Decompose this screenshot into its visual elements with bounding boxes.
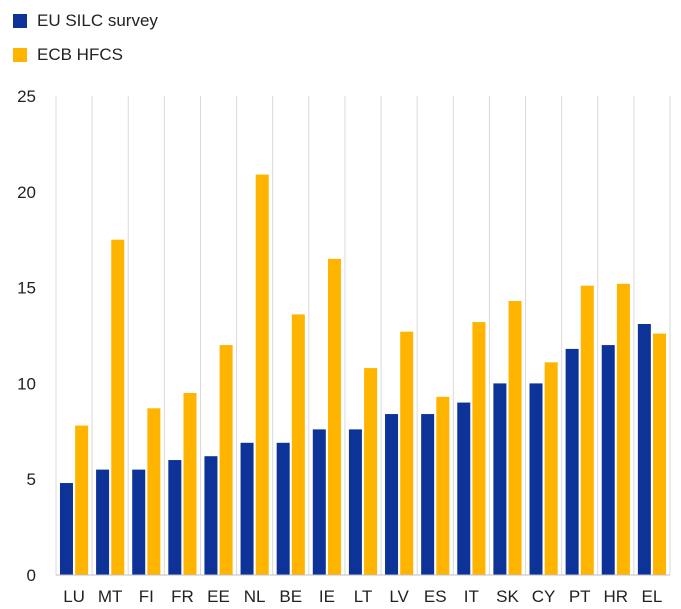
bar <box>111 239 125 575</box>
x-tick-label: MT <box>98 587 123 606</box>
bar <box>276 442 290 575</box>
bar <box>421 414 435 575</box>
bar <box>653 333 667 575</box>
y-tick-label: 25 <box>17 87 36 106</box>
bar <box>240 442 254 575</box>
bar <box>291 314 305 575</box>
x-tick-label: CY <box>532 587 556 606</box>
x-tick-label: ES <box>424 587 447 606</box>
x-tick-label: LT <box>354 587 373 606</box>
y-tick-label: 0 <box>27 566 36 585</box>
x-tick-label: EE <box>207 587 230 606</box>
x-tick-label: PT <box>569 587 591 606</box>
y-tick-label: 5 <box>27 470 36 489</box>
y-tick-label: 10 <box>17 374 36 393</box>
legend-swatch-ecb-hfcs <box>13 48 27 62</box>
x-tick-label: LU <box>63 587 85 606</box>
bar <box>219 345 233 575</box>
legend-label-ecb-hfcs: ECB HFCS <box>37 45 123 64</box>
bar <box>312 429 326 575</box>
bar <box>204 456 218 575</box>
bar <box>400 331 414 575</box>
x-tick-label: SK <box>496 587 519 606</box>
y-tick-label: 15 <box>17 279 36 298</box>
x-tick-label: EL <box>642 587 663 606</box>
bar <box>637 324 651 575</box>
bar <box>508 301 522 575</box>
x-tick-label: FI <box>139 587 154 606</box>
bar <box>132 469 146 575</box>
y-tick-label: 20 <box>17 183 36 202</box>
x-tick-label: IT <box>464 587 479 606</box>
bar <box>436 396 450 575</box>
bar <box>364 368 378 575</box>
bar <box>75 425 89 575</box>
bar <box>96 469 110 575</box>
bar <box>168 460 182 575</box>
legend-item-eu-silc: EU SILC survey <box>13 11 158 31</box>
bar <box>327 258 341 575</box>
legend-label-eu-silc: EU SILC survey <box>37 11 158 30</box>
bar <box>472 322 486 575</box>
x-tick-label: HR <box>604 587 629 606</box>
x-tick-label: LV <box>389 587 409 606</box>
x-tick-label: BE <box>279 587 302 606</box>
x-tick-label: IE <box>319 587 335 606</box>
x-tick-label: NL <box>244 587 266 606</box>
bar <box>529 383 543 575</box>
bar <box>616 283 630 575</box>
bar <box>147 408 161 575</box>
bar <box>457 402 471 575</box>
bar <box>255 174 269 575</box>
bar <box>580 285 594 575</box>
bar <box>348 429 362 575</box>
legend-item-ecb-hfcs: ECB HFCS <box>13 45 123 65</box>
bar <box>601 345 615 575</box>
bar <box>385 414 399 575</box>
bar <box>59 483 73 575</box>
x-tick-label: FR <box>171 587 194 606</box>
bar <box>565 348 579 575</box>
legend-swatch-eu-silc <box>13 14 27 28</box>
bar <box>544 362 558 575</box>
bar <box>183 392 197 575</box>
bar <box>493 383 507 575</box>
